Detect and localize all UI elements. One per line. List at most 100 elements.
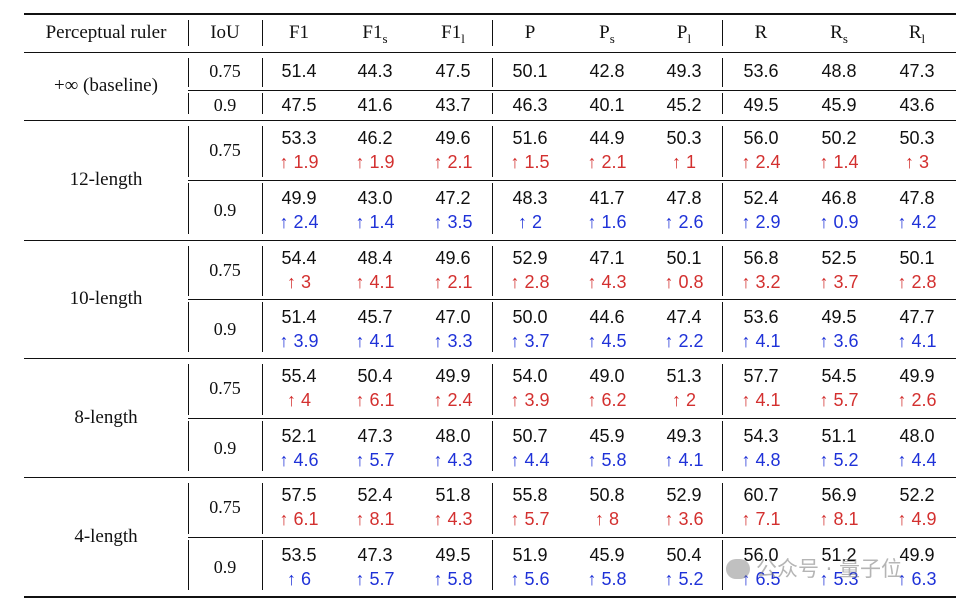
- metric-delta: ↑ 5.7: [510, 509, 550, 529]
- column-rule: [722, 126, 723, 177]
- metric-value: 40.1: [589, 95, 625, 115]
- iou-value: 0.9: [213, 437, 237, 458]
- metric-value: 47.5: [281, 95, 317, 115]
- wechat-icon: [726, 559, 750, 579]
- metric-delta: ↑ 2.2: [664, 330, 704, 351]
- metric-delta: ↑ 4.3: [433, 509, 473, 529]
- metric-delta: ↑ 6.1: [279, 509, 319, 529]
- metric-delta: ↑ 6.5: [741, 568, 781, 589]
- metric-delta: ↑ 4.5: [587, 330, 627, 351]
- metric-value: 47.8: [899, 188, 935, 208]
- metric-delta: ↑ 2: [517, 212, 542, 232]
- metric-value: 41.6: [357, 95, 393, 115]
- column-rule: [262, 20, 263, 46]
- metric-delta: ↑ 4.8: [741, 449, 781, 470]
- metric-value: 48.0: [899, 425, 935, 446]
- column-rule: [492, 20, 493, 46]
- column-rule: [188, 364, 189, 415]
- column-rule: [492, 483, 493, 534]
- metric-value: 46.2: [357, 128, 393, 148]
- metric-value: 53.6: [743, 306, 779, 327]
- column-header: F1s: [336, 22, 414, 50]
- column-rule: [722, 302, 723, 352]
- metric-value: 45.7: [357, 306, 393, 327]
- metric-value: 52.9: [512, 247, 548, 268]
- group-label: 8-length: [74, 406, 138, 428]
- metric-delta: ↑ 1.9: [279, 152, 319, 172]
- rule-line: [24, 52, 956, 53]
- metric-delta: ↑ 4.1: [741, 390, 781, 410]
- metric-value: 43.6: [899, 95, 935, 115]
- metric-delta: ↑ 2.6: [664, 212, 704, 232]
- metric-value: 52.9: [666, 485, 702, 505]
- metric-delta: ↑ 5.6: [510, 568, 550, 589]
- metric-value: 44.6: [589, 306, 625, 327]
- metric-delta: ↑ 5.7: [355, 568, 395, 589]
- metric-delta: ↑ 3.6: [819, 330, 859, 351]
- rule-line: [188, 180, 956, 181]
- metric-delta: ↑ 4.2: [897, 212, 937, 232]
- group-label: 4-length: [74, 525, 138, 547]
- metric-delta: ↑ 1.9: [355, 152, 395, 172]
- metric-value: 46.3: [512, 95, 548, 115]
- metric-delta: ↑ 5.8: [587, 449, 627, 470]
- metric-value: 50.4: [357, 366, 393, 386]
- metric-value: 52.2: [899, 485, 935, 505]
- metric-delta: ↑ 6: [286, 568, 311, 589]
- watermark-text: 公众号 · 量子位: [756, 557, 903, 581]
- rule-line: [24, 596, 956, 598]
- metric-value: 49.0: [589, 366, 625, 386]
- metric-value: 60.7: [743, 485, 779, 505]
- iou-value: 0.75: [209, 259, 241, 280]
- column-rule: [492, 364, 493, 415]
- column-rule: [722, 483, 723, 534]
- metric-delta: ↑ 5.8: [587, 568, 627, 589]
- column-rule: [262, 302, 263, 352]
- metric-value: 49.9: [899, 544, 935, 565]
- column-rule: [262, 126, 263, 177]
- metric-delta: ↑ 1.4: [819, 152, 859, 172]
- metric-delta: ↑ 4.1: [664, 449, 704, 470]
- metric-value: 47.3: [357, 425, 393, 446]
- metric-delta: ↑ 2.1: [587, 152, 627, 172]
- metric-value: 50.7: [512, 425, 548, 446]
- column-header: Rs: [800, 22, 878, 50]
- metric-value: 50.2: [821, 128, 857, 148]
- column-rule: [722, 540, 723, 590]
- metric-delta: ↑ 3.9: [279, 330, 319, 351]
- column-header-subscript: s: [842, 30, 848, 46]
- metric-value: 53.3: [281, 128, 317, 148]
- metric-delta: ↑ 2.6: [897, 390, 937, 410]
- column-header-label: F1: [441, 22, 462, 43]
- metric-value: 51.3: [666, 366, 702, 386]
- metric-value: 43.7: [435, 95, 471, 115]
- column-header: P: [492, 22, 568, 44]
- column-rule: [188, 126, 189, 177]
- metric-value: 52.4: [743, 188, 779, 208]
- metric-value: 45.9: [821, 95, 857, 115]
- column-rule: [492, 126, 493, 177]
- metric-value: 51.2: [821, 544, 857, 565]
- column-rule: [492, 183, 493, 234]
- metric-value: 49.5: [821, 306, 857, 327]
- column-rule: [722, 364, 723, 415]
- metric-value: 50.1: [512, 61, 548, 81]
- metric-value: 49.5: [743, 95, 779, 115]
- column-header: IoU: [188, 22, 262, 44]
- metric-delta: ↑ 4.3: [587, 271, 627, 292]
- column-rule: [188, 20, 189, 46]
- metric-delta: ↑ 5.8: [433, 568, 473, 589]
- column-rule: [722, 93, 723, 114]
- metric-value: 49.9: [435, 366, 471, 386]
- column-header-label: F1: [288, 22, 310, 43]
- metric-delta: ↑ 4: [286, 390, 311, 410]
- metric-value: 54.0: [512, 366, 548, 386]
- metric-delta: ↑ 3.9: [510, 390, 550, 410]
- column-rule: [722, 246, 723, 296]
- column-rule: [262, 364, 263, 415]
- metric-delta: ↑ 4.1: [355, 330, 395, 351]
- column-rule: [188, 483, 189, 534]
- metric-delta: ↑ 2.8: [510, 271, 550, 292]
- rule-line: [188, 299, 956, 300]
